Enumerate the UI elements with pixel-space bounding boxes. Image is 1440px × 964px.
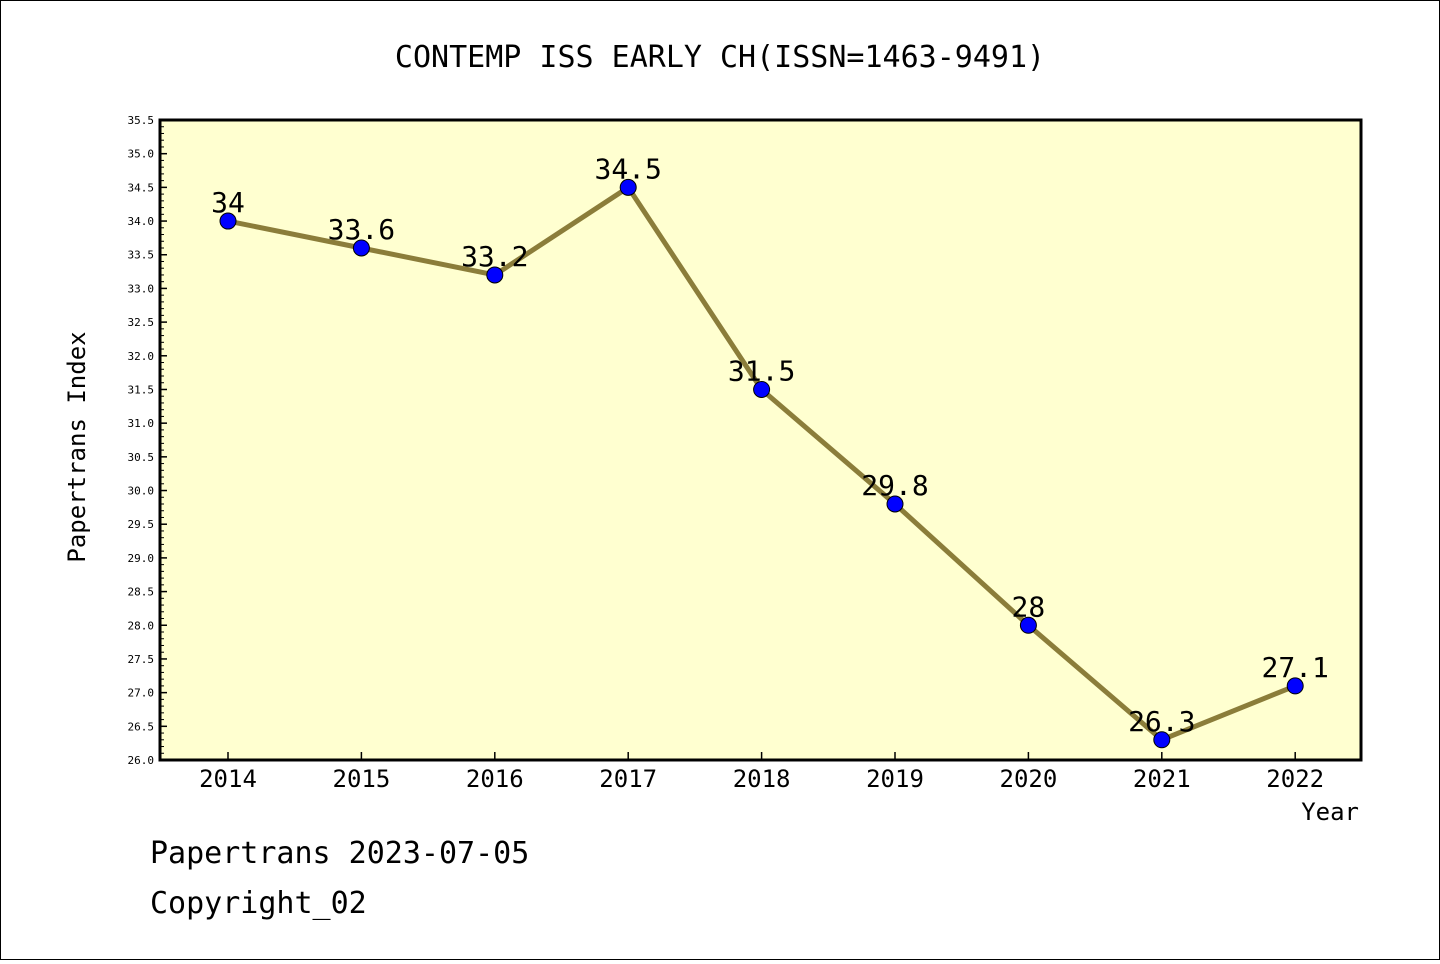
y-axis-title: Papertrans Index [63, 331, 91, 562]
y-tick-label: 34.0 [128, 215, 155, 228]
y-tick-label: 35.0 [128, 148, 155, 161]
y-tick-label: 34.5 [128, 181, 155, 194]
y-tick-label: 35.5 [128, 114, 155, 127]
data-label: 34.5 [594, 152, 661, 185]
x-tick-label: 2020 [1000, 765, 1058, 793]
chart-title: CONTEMP ISS EARLY CH(ISSN=1463-9491) [395, 40, 1045, 75]
data-label: 26.3 [1128, 705, 1195, 738]
y-tick-label: 26.5 [128, 720, 155, 733]
x-tick-label: 2019 [866, 765, 924, 793]
x-axis: 2014 2015 2016 2017 2018 2019 2020 2021 2022 [199, 752, 1324, 793]
y-tick-label: 33.5 [128, 249, 155, 262]
x-tick-label: 2021 [1133, 765, 1191, 793]
x-axis-title: Year [1301, 798, 1359, 826]
data-point [886, 495, 904, 513]
y-tick-label: 29.0 [128, 552, 155, 565]
data-label: 33.6 [328, 213, 395, 246]
x-tick-label: 2017 [599, 765, 657, 793]
y-tick-label: 28.5 [128, 586, 155, 599]
data-point [486, 266, 504, 284]
data-point [219, 212, 237, 230]
y-tick-label: 30.5 [128, 451, 155, 464]
data-label: 29.8 [861, 469, 928, 502]
y-tick-label: 27.0 [128, 687, 155, 700]
y-tick-label: 27.5 [128, 653, 155, 666]
data-point [1153, 731, 1171, 749]
y-tick-label: 26.0 [128, 754, 155, 767]
x-tick-label: 2022 [1266, 765, 1324, 793]
data-point [1286, 677, 1304, 695]
y-tick-label: 29.5 [128, 518, 155, 531]
data-point [1019, 616, 1037, 634]
data-label: 34 [211, 186, 245, 219]
y-tick-label: 31.5 [128, 383, 155, 396]
y-tick-label: 31.0 [128, 417, 155, 430]
y-axis: 26.0 26.5 27.0 27.5 28.0 28.5 29.0 29.5 30.0 30.5… [128, 114, 167, 767]
data-label: 28 [1012, 590, 1046, 623]
footer-copyright: Copyright_02 [150, 886, 367, 921]
y-tick-label: 30.0 [128, 485, 155, 498]
data-label: 31.5 [728, 354, 795, 387]
x-tick-label: 2014 [199, 765, 257, 793]
y-tick-label: 28.0 [128, 619, 155, 632]
plot-area [158, 118, 1363, 762]
data-point [753, 380, 771, 398]
x-tick-label: 2018 [733, 765, 791, 793]
x-tick-label: 2016 [466, 765, 524, 793]
data-label: 27.1 [1261, 651, 1328, 684]
data-label: 33.2 [461, 240, 528, 273]
x-tick-label: 2015 [333, 765, 391, 793]
data-point [619, 178, 637, 196]
data-point [352, 239, 370, 257]
y-tick-label: 32.5 [128, 316, 155, 329]
y-tick-label: 32.0 [128, 350, 155, 363]
series-group: 34 33.6 33.2 34.5 31.5 29.8 28 26.3 27.1 [211, 152, 1329, 749]
y-tick-label: 33.0 [128, 282, 155, 295]
footer-date: Papertrans 2023-07-05 [150, 836, 529, 871]
